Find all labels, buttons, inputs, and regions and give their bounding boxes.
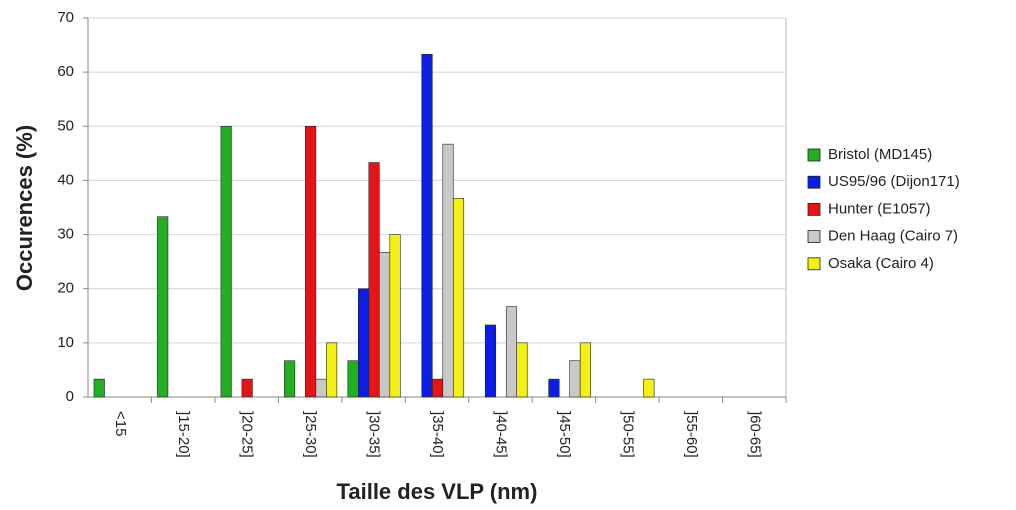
- x-tick-label: ]55-60]: [683, 411, 700, 458]
- x-tick-label: <15: [112, 411, 129, 436]
- bar: [326, 342, 338, 398]
- bar: [347, 360, 359, 398]
- y-tick-label: 40: [57, 171, 74, 188]
- x-tick-label: ]40-45]: [492, 411, 509, 458]
- bar: [643, 378, 655, 398]
- x-tick-label: ]60-65]: [746, 411, 763, 458]
- legend-label: US95/96 (Dijon171): [828, 173, 960, 190]
- x-tick-label: ]20-25]: [239, 411, 256, 458]
- x-tick-label: ]45-50]: [556, 411, 573, 458]
- y-tick-label: 20: [57, 280, 74, 297]
- bar: [569, 360, 581, 398]
- x-tick-label: ]15-20]: [175, 411, 192, 458]
- y-tick-label: 50: [57, 117, 74, 134]
- x-tick-label: ]35-40]: [429, 411, 446, 458]
- bar: [505, 306, 518, 398]
- y-tick-label: 30: [57, 226, 74, 243]
- legend-label: Den Haag (Cairo 7): [828, 228, 958, 245]
- x-tick-label: ]50-55]: [619, 411, 636, 458]
- bar: [452, 197, 465, 398]
- bar: [284, 360, 296, 398]
- legend-swatch: [807, 175, 821, 189]
- plot-area: [87, 17, 787, 398]
- bar: [548, 378, 560, 398]
- bar: [431, 378, 444, 398]
- x-tick-label: ]30-35]: [366, 411, 383, 458]
- y-tick-label: 10: [57, 334, 74, 351]
- bar: [389, 234, 401, 398]
- bar: [305, 125, 317, 398]
- y-tick-label: 60: [57, 63, 74, 80]
- bar: [241, 378, 253, 398]
- bar: [315, 378, 327, 398]
- legend-swatch: [807, 148, 821, 162]
- x-tick-label: ]25-30]: [302, 411, 319, 458]
- legend-swatch: [807, 230, 821, 244]
- bar: [358, 288, 370, 398]
- bar: [421, 53, 433, 398]
- bar: [516, 342, 528, 398]
- bar: [579, 342, 591, 398]
- y-tick-label: 0: [66, 388, 74, 405]
- bar: [368, 162, 380, 398]
- legend-label: Bristol (MD145): [828, 146, 932, 163]
- x-axis-title: Taille des VLP (nm): [337, 479, 538, 504]
- bar: [93, 378, 105, 398]
- legend-swatch: [807, 202, 821, 216]
- bar: [157, 216, 169, 398]
- bar: [484, 324, 497, 398]
- legend-label: Hunter (E1057): [828, 200, 931, 217]
- legend-swatch: [807, 257, 821, 271]
- y-tick-label: 70: [57, 9, 74, 26]
- bar: [220, 125, 232, 398]
- legend-label: Osaka (Cairo 4): [828, 255, 934, 272]
- bar: [442, 143, 454, 398]
- y-axis-title: Occurences (%): [12, 125, 37, 291]
- bar: [379, 252, 391, 398]
